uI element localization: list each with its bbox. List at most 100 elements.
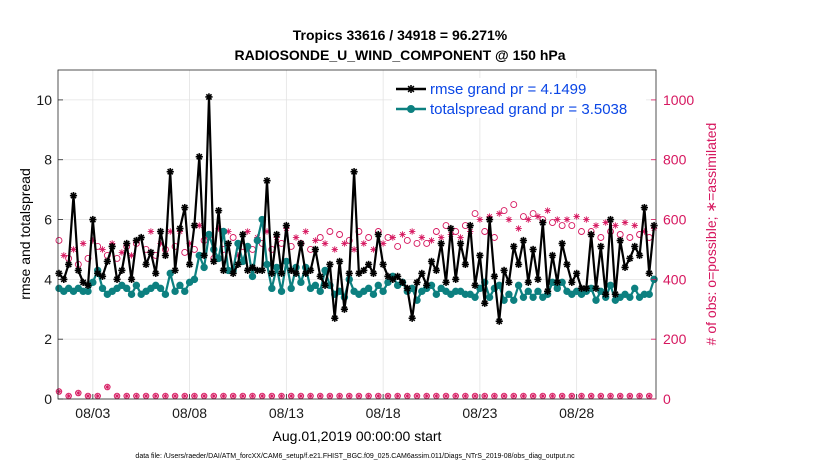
x-tick-label: 08/13 [269,405,304,421]
obs-assimilated-point [496,210,503,217]
rmse-point-stroke [283,222,290,229]
rmse-point-stroke [89,216,96,223]
obs-assimilated-point-stroke [370,246,377,253]
obs-assimilated-point [408,228,416,235]
rmse-point [505,278,513,286]
rmse-point [219,266,228,274]
rmse-point-stroke [408,315,416,322]
legend-spread-marker [407,105,415,113]
rmse-point-stroke [452,276,459,283]
totalspread-point [519,293,528,302]
rmse-point-stroke [297,240,305,247]
obs-possible-point [529,210,537,218]
totalspread-point [534,287,542,296]
obs-assimilated-point [244,228,251,235]
rmse-point-stroke [471,282,479,289]
rmse-point [626,254,634,263]
totalspread-point [156,284,165,293]
obs-low-assimilated-point-stroke [231,393,236,399]
totalspread-point [268,284,276,293]
rmse-point-stroke [583,285,590,292]
rmse-point [360,266,368,274]
obs-low-assimilated-point [250,393,255,399]
obs-assimilated-point-stroke [438,234,444,241]
rmse-point [408,314,416,322]
obs-possible-point [578,228,585,235]
obs-assimilated-point-stroke [554,216,560,223]
obs-low-assimilated-point [433,393,439,399]
obs-low-assimilated-point [85,393,91,399]
rmse-point [597,242,605,251]
obs-low-assimilated-point [424,393,430,399]
obs-assimilated-point [341,240,348,247]
obs-assimilated-point [312,237,319,244]
rmse-point [553,278,561,286]
rmse-point-stroke [288,267,295,274]
totalspread-point [432,290,441,299]
obs-assimilated-point [350,246,358,253]
rmse-point-stroke [65,261,72,268]
rmse-point [437,239,445,248]
rmse-point [118,266,126,274]
obs-low-assimilated-point [482,393,488,399]
obs-assimilated-point-stroke [632,222,638,229]
rmse-point [316,272,324,280]
obs-low-assimilated-point [492,393,497,399]
rmse-point-stroke [515,261,522,268]
rmse-point-stroke [476,252,484,259]
rmse-point-stroke [365,261,372,268]
rmse-point [190,221,199,230]
right-tick-label: 600 [663,212,687,228]
rmse-point [514,260,523,269]
rmse-point-stroke [341,306,348,313]
obs-low-assimilated-point [298,393,304,399]
rmse-point [587,230,595,239]
obs-assimilated-point [389,234,397,241]
obs-possible-point [432,228,440,235]
right-tick-label: 1000 [663,92,694,108]
totalspread-point [263,260,271,269]
rmse-point [137,233,145,242]
legend-spread-label: totalspread grand pr = 3.5038 [430,101,627,118]
rmse-point-stroke [254,267,261,274]
rmse-point-stroke [384,273,392,280]
rmse-point [147,248,155,257]
obs-assimilated-point-stroke [535,213,541,220]
obs-assimilated-point-stroke [564,216,570,223]
obs-low-assimilated-point [230,393,236,399]
rmse-point [210,257,218,266]
obs-low-assimilated-point [327,393,333,399]
obs-assimilated-point [476,216,484,223]
rmse-point [311,245,319,254]
obs-low-assimilated-point-stroke [356,393,361,399]
rmse-point-stroke [442,279,450,286]
obs-low-assimilated-point-stroke [192,393,197,399]
rmse-point-stroke [162,252,169,259]
obs-low-assimilated-point-stroke [502,393,507,399]
rmse-point-stroke [447,225,455,232]
obs-low-assimilated-point [288,393,294,399]
obs-low-assimilated-point-stroke [298,393,303,399]
obs-low-assimilated-point [75,390,81,396]
obs-assimilated-point [573,213,580,220]
legend: rmse grand pr = 4.1499 totalspread grand… [392,78,646,118]
rmse-point-stroke [404,285,411,292]
rmse-point [69,192,78,200]
obs-low-assimilated-point-stroke [134,393,139,399]
obs-low-assimilated-point-stroke [173,393,178,399]
obs-possible-point [229,234,237,241]
obs-assimilated-point-stroke [119,249,125,256]
obs-low-assimilated-point-stroke [395,393,400,399]
obs-low-assimilated-point-stroke [385,393,390,399]
rmse-point [239,230,247,239]
obs-low-assimilated-point [521,393,526,399]
rmse-point-stroke [418,270,425,277]
rmse-point [389,275,397,283]
rmse-point [529,245,537,254]
obs-assimilated-point [99,246,106,253]
obs-low-assimilated-point [375,393,381,399]
rmse-point-stroke [292,270,300,277]
obs-assimilated-point [79,240,87,247]
rmse-line [58,95,656,323]
